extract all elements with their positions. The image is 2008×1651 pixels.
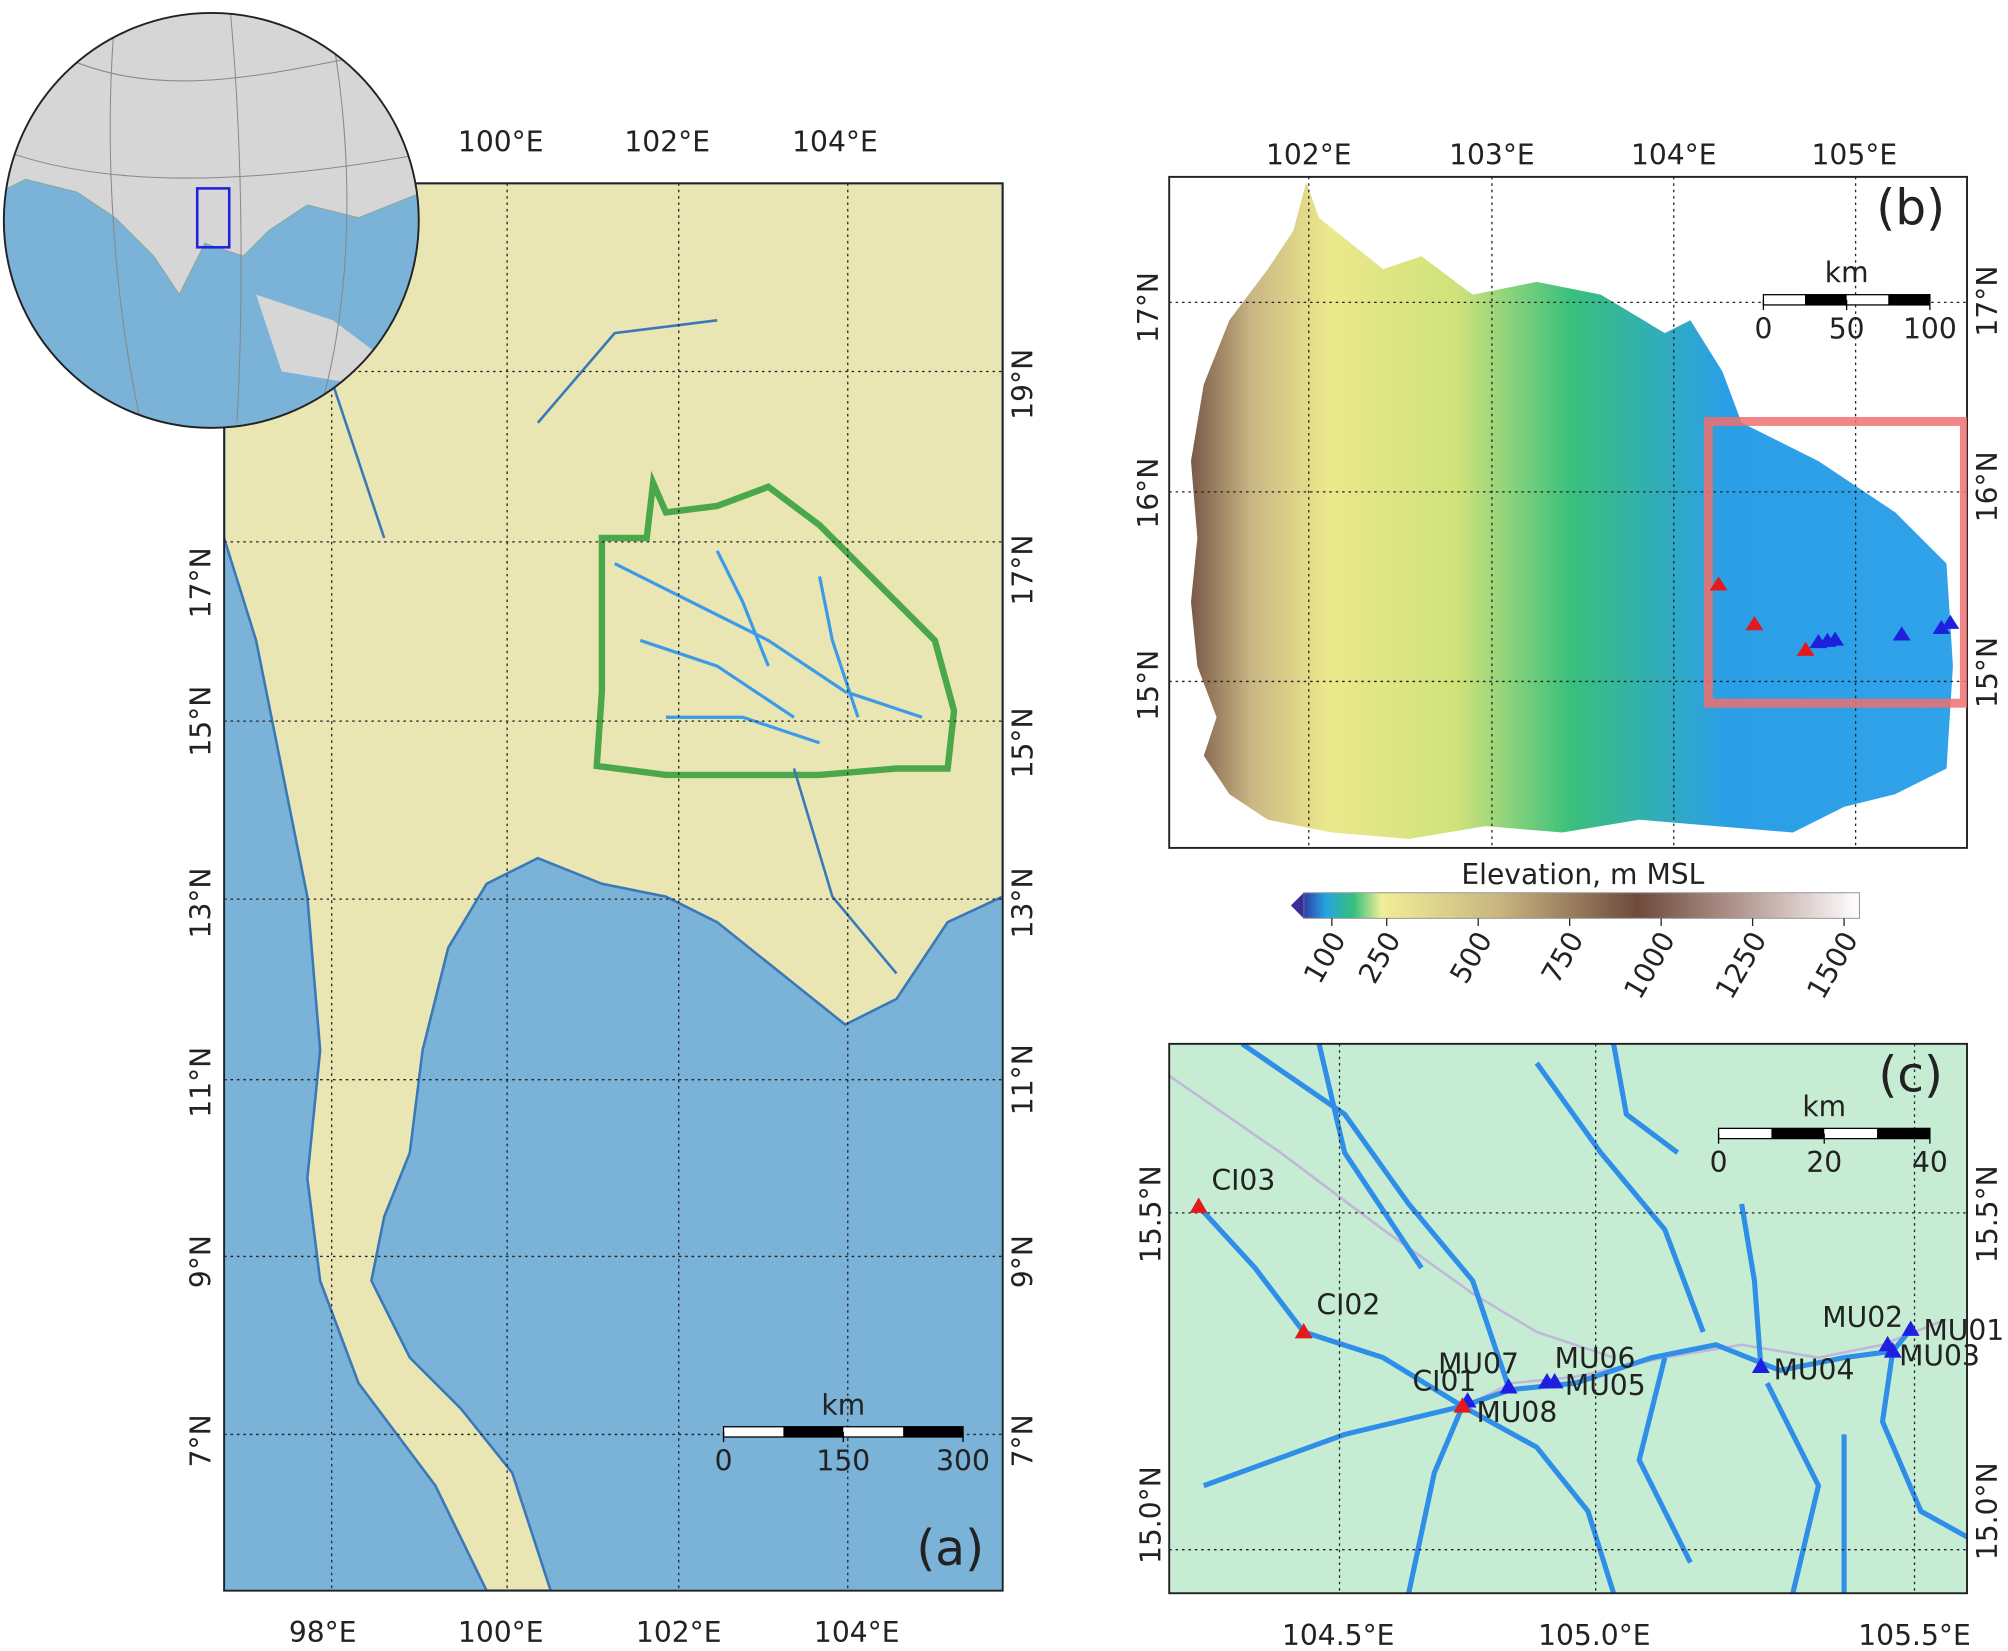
lon-labels-top: 102°E xyxy=(1266,138,1352,171)
scale-tick-label: 0 xyxy=(715,1445,733,1478)
lat-labels-right: 11°N xyxy=(1006,1044,1039,1115)
lat-labels-right: 15.5°N xyxy=(1971,1165,2004,1263)
colorbar-tick-label: 750 xyxy=(1535,926,1590,989)
station-marker xyxy=(1189,1197,1208,1213)
station-marker xyxy=(1883,1342,1902,1358)
colorbar-tick-label: 1500 xyxy=(1800,926,1864,1005)
scale-unit: km xyxy=(821,1388,865,1421)
scale-bar-segment xyxy=(783,1426,844,1437)
lon-labels-top: 103°E xyxy=(1449,138,1535,171)
panel-label: (c) xyxy=(1878,1047,1943,1103)
colorbar-tick-label: 1000 xyxy=(1617,926,1681,1005)
station-label: MU04 xyxy=(1774,1354,1855,1387)
lat-labels-right: 17°N xyxy=(1006,535,1039,606)
lat-labels-left: 7°N xyxy=(184,1414,217,1467)
lon-labels-bottom: 98°E xyxy=(289,1616,357,1649)
station-marker xyxy=(1453,1397,1472,1413)
lat-labels-left: 13°N xyxy=(184,867,217,938)
map-b xyxy=(1169,176,1968,848)
scale-bar-segment xyxy=(1888,294,1930,305)
station-marker xyxy=(1901,1320,1920,1336)
colorbar-extend xyxy=(1290,892,1304,919)
scale-unit: km xyxy=(1802,1090,1846,1123)
scale-bar-segment xyxy=(1805,294,1847,305)
lon-labels-top: 100°E xyxy=(458,126,544,159)
colorbar-tick-label: 250 xyxy=(1352,926,1407,989)
lon-labels-top: 104°E xyxy=(792,126,878,159)
station-label: MU07 xyxy=(1438,1347,1519,1380)
lat-labels-right: 7°N xyxy=(1006,1414,1039,1467)
lat-labels-left: 9°N xyxy=(184,1235,217,1288)
lon-labels-bottom: 104°E xyxy=(814,1616,900,1649)
lat-labels-left: 11°N xyxy=(184,1047,217,1118)
scale-tick-label: 20 xyxy=(1806,1146,1842,1179)
lat-labels-right: 13°N xyxy=(1006,867,1039,938)
lat-labels-right: 19°N xyxy=(1006,349,1039,420)
lat-labels-left: 15°N xyxy=(1132,650,1165,721)
station-label: MU05 xyxy=(1565,1369,1646,1402)
station-label: CI01 xyxy=(1413,1365,1477,1398)
lat-labels-left: 15°N xyxy=(184,686,217,757)
lat-labels-right: 17°N xyxy=(1971,266,2004,337)
station-label: MU03 xyxy=(1899,1340,1980,1373)
frame-c xyxy=(1168,1042,1968,1595)
panel-label: (b) xyxy=(1876,180,1945,236)
lon-labels-bottom: 104.5°E xyxy=(1282,1619,1394,1651)
lat-labels-right: 16°N xyxy=(1971,451,2004,522)
lat-labels-right: 15°N xyxy=(1006,707,1039,778)
station-label: CI02 xyxy=(1316,1288,1380,1321)
lon-labels-top: 104°E xyxy=(1631,138,1717,171)
panel-label: (a) xyxy=(916,1521,984,1577)
colorbar-tick-label: 100 xyxy=(1297,926,1352,989)
scale-bar-segment xyxy=(1877,1128,1930,1139)
station-marker xyxy=(1545,1372,1564,1389)
lon-labels-bottom: 102°E xyxy=(636,1616,722,1649)
lat-labels-left: 17°N xyxy=(1132,272,1165,343)
lat-labels-right: 15°N xyxy=(1971,637,2004,708)
frame-a xyxy=(223,182,1004,1592)
colorbar-tick-label: 1250 xyxy=(1709,926,1773,1005)
scale-tick-label: 0 xyxy=(1754,313,1772,346)
scale-tick-label: 40 xyxy=(1912,1146,1948,1179)
scale-unit: km xyxy=(1825,256,1869,289)
map-a xyxy=(224,183,1003,1591)
station-label: MU08 xyxy=(1477,1396,1558,1429)
lon-labels-bottom: 105.0°E xyxy=(1538,1619,1650,1651)
scale-tick-label: 50 xyxy=(1829,313,1865,346)
colorbar xyxy=(1303,892,1860,919)
scale-bar-segment xyxy=(903,1426,964,1437)
lon-labels-bottom: 105.5°E xyxy=(1858,1619,1970,1651)
station-marker xyxy=(1294,1323,1313,1339)
station-marker xyxy=(1751,1357,1770,1373)
station-label: MU06 xyxy=(1555,1342,1636,1375)
scale-tick-label: 0 xyxy=(1710,1146,1728,1179)
lat-labels-left: 15.0°N xyxy=(1135,1466,1168,1564)
lon-labels-top: 105°E xyxy=(1812,138,1898,171)
station-marker xyxy=(1499,1378,1518,1394)
lat-labels-left: 17°N xyxy=(184,547,217,618)
lat-labels-right: 15.0°N xyxy=(1971,1462,2004,1560)
globe xyxy=(2,11,420,429)
lat-labels-left: 16°N xyxy=(1132,458,1165,529)
station-label: MU02 xyxy=(1822,1301,1903,1334)
lon-labels-top: 102°E xyxy=(624,126,710,159)
colorbar-tick-label: 500 xyxy=(1443,926,1498,989)
lat-labels-left: 15.5°N xyxy=(1135,1165,1168,1263)
colorbar-label: Elevation, m MSL xyxy=(1461,858,1704,891)
scale-tick-label: 150 xyxy=(816,1445,870,1478)
scale-tick-label: 300 xyxy=(936,1445,990,1478)
scale-bar-segment xyxy=(1771,1128,1825,1139)
scale-tick-label: 100 xyxy=(1903,313,1957,346)
lat-labels-right: 9°N xyxy=(1006,1235,1039,1288)
lon-labels-bottom: 100°E xyxy=(458,1616,544,1649)
station-label: CI03 xyxy=(1211,1164,1275,1197)
station-label: MU01 xyxy=(1923,1314,2004,1347)
